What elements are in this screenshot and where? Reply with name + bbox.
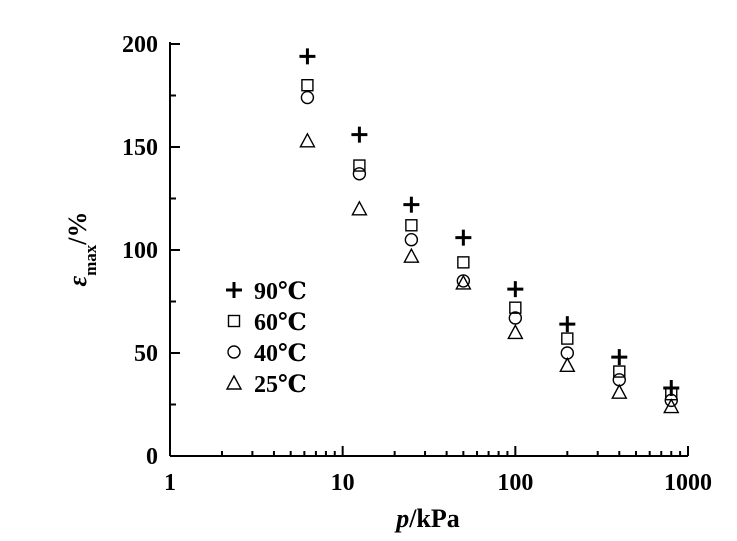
- plus-point: [299, 48, 316, 65]
- legend-item: 40℃: [227, 341, 307, 367]
- y-tick-label: 0: [146, 444, 158, 470]
- x-tick-label: 1000: [664, 470, 712, 496]
- plus-point: [559, 316, 576, 333]
- plus-point: [403, 196, 420, 213]
- legend-item: 90℃: [226, 279, 307, 305]
- legend: 90℃ 60℃ 40℃ 25℃: [225, 279, 307, 398]
- square-point: [457, 256, 470, 269]
- triangle-point: [351, 200, 368, 216]
- plus-point: [611, 349, 628, 366]
- circle-point: [352, 167, 367, 181]
- legend-label: 60℃: [254, 310, 307, 336]
- circle-point: [404, 232, 419, 247]
- x-tick-label: 100: [497, 470, 533, 496]
- legend-item: 60℃: [227, 310, 307, 336]
- series-circle: [300, 90, 678, 408]
- legend-square-marker: [227, 314, 241, 328]
- axes: [169, 42, 688, 457]
- plus-point: [455, 229, 472, 246]
- data-marks: [299, 48, 680, 414]
- legend-triangle-marker: [225, 374, 243, 390]
- legend-circle-marker: [227, 345, 241, 359]
- y-tick-label: 100: [122, 238, 158, 264]
- square-point: [405, 219, 418, 232]
- square-point: [301, 78, 314, 92]
- triangle-point: [611, 383, 628, 399]
- legend-label: 90℃: [254, 279, 307, 305]
- triangle-point: [299, 132, 316, 148]
- y-axis-label: εmax/%: [63, 211, 100, 286]
- square-point: [613, 365, 626, 378]
- x-axis-label: p/kPa: [394, 504, 460, 533]
- square-point: [509, 301, 522, 314]
- triangle-point: [403, 247, 420, 263]
- square-point: [561, 332, 574, 345]
- x-tick-label: 10: [331, 470, 355, 496]
- y-tick-label: 50: [134, 341, 158, 367]
- square-point: [353, 159, 366, 172]
- y-tick-label: 200: [122, 32, 158, 58]
- legend-label: 25℃: [254, 372, 307, 398]
- triangle-point: [663, 398, 680, 414]
- triangle-point: [559, 356, 576, 373]
- series-triangle: [299, 132, 680, 414]
- series-plus: [299, 48, 680, 397]
- legend-plus-marker: [226, 282, 242, 298]
- plus-point: [507, 281, 524, 298]
- triangle-point: [507, 323, 524, 340]
- y-tick-label: 150: [122, 135, 158, 161]
- legend-item: 25℃: [225, 372, 307, 398]
- ticks: 0 50 100 150 200 1 10 100 1000: [122, 32, 712, 496]
- circle-point: [664, 393, 678, 408]
- plus-point: [351, 126, 368, 143]
- x-tick-label: 1: [164, 470, 176, 496]
- circle-point: [300, 90, 315, 105]
- legend-label: 40℃: [254, 341, 307, 367]
- triangle-point: [455, 274, 472, 290]
- series-square: [301, 78, 678, 401]
